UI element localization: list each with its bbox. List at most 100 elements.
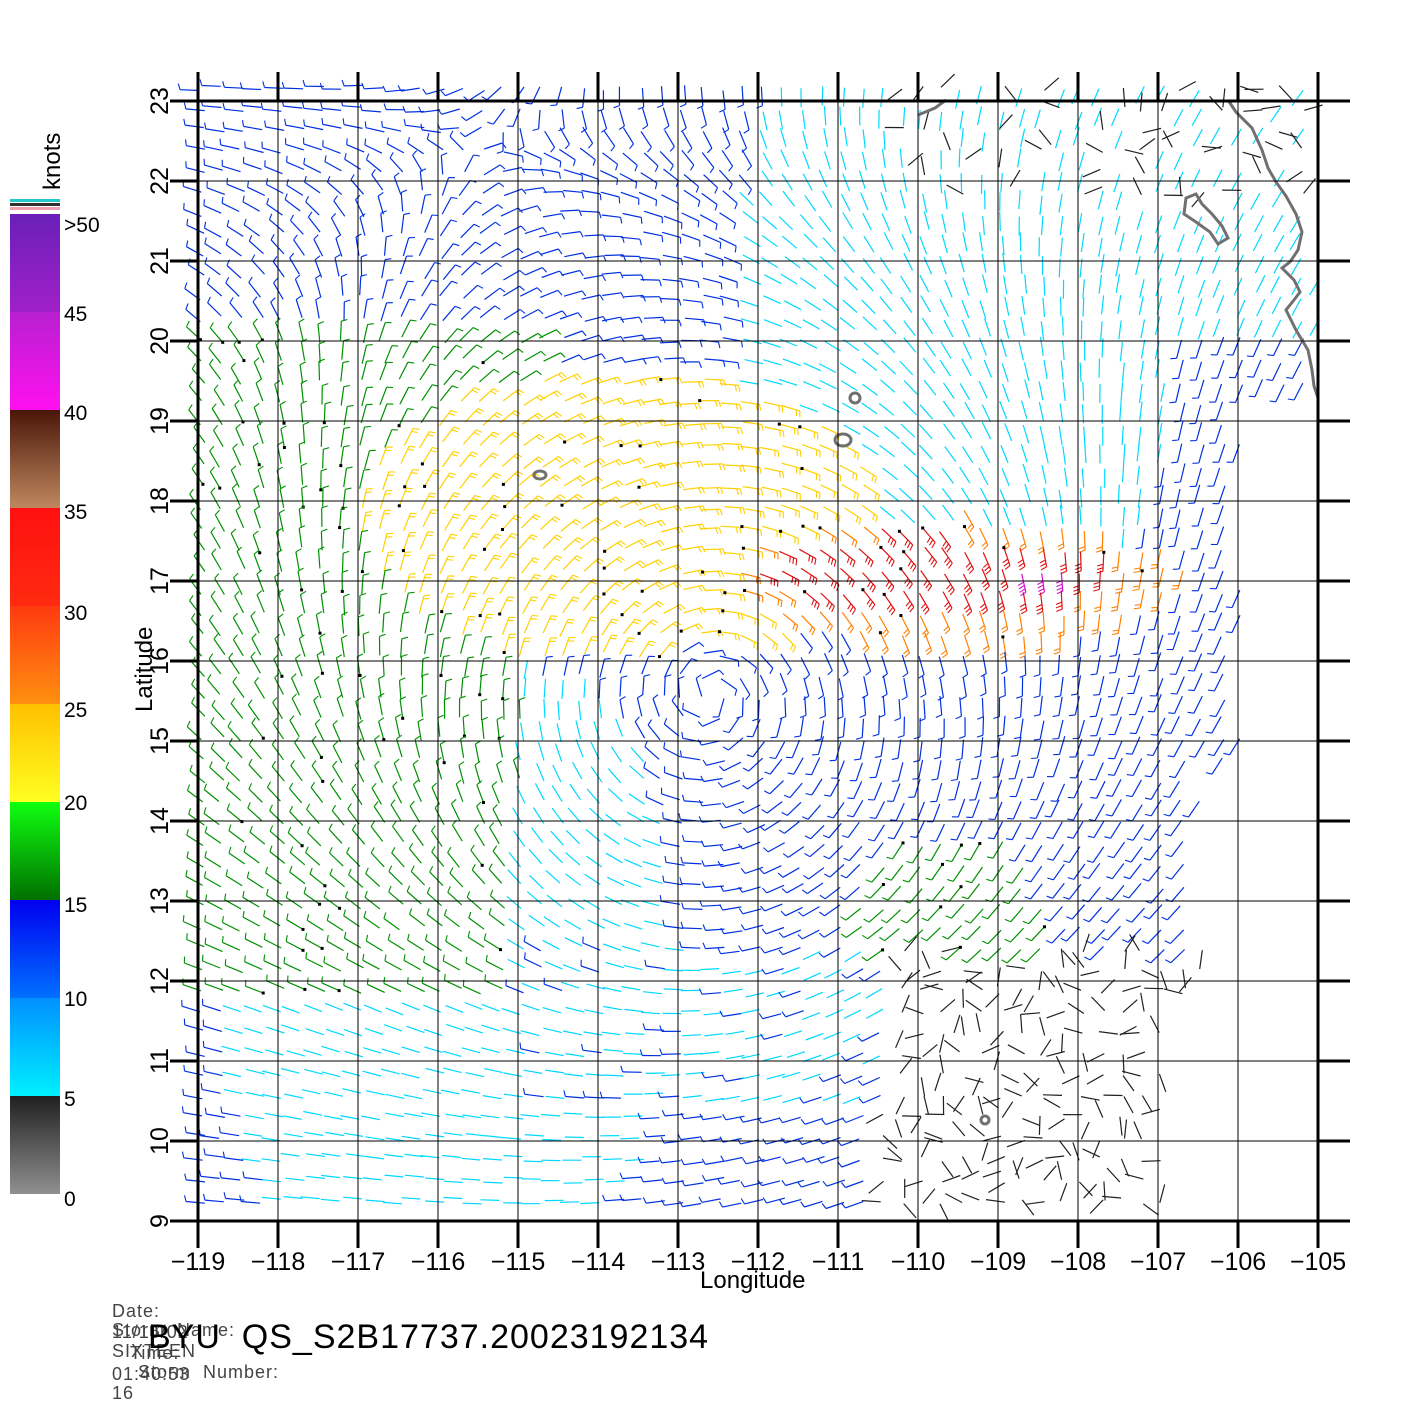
wind-barb — [723, 823, 741, 828]
wind-barb — [888, 886, 901, 900]
wind-barb — [443, 961, 460, 970]
wind-barb — [748, 778, 764, 789]
wind-barb — [919, 445, 932, 459]
wind-barb — [961, 128, 963, 147]
wind-barb — [940, 360, 950, 376]
wind-barb-feather — [620, 557, 625, 561]
wind-barb — [464, 285, 478, 298]
wind-barb-feather — [560, 434, 565, 438]
wind-barb — [342, 615, 344, 634]
wind-barb — [558, 701, 559, 720]
wind-barb-feather — [986, 879, 992, 881]
wind-barb — [187, 835, 203, 845]
wind-barb — [764, 380, 782, 385]
wind-barb-feather — [306, 952, 307, 958]
wind-barb — [604, 358, 622, 363]
wind-barb — [576, 721, 581, 739]
rain-flag-marker — [323, 884, 326, 887]
wind-barb — [802, 1139, 820, 1145]
wind-barb — [582, 518, 598, 529]
wind-barb — [740, 300, 758, 306]
wind-barb — [643, 839, 661, 846]
wind-barb — [444, 1133, 463, 1136]
wind-barb — [525, 616, 533, 633]
wind-barb-feather — [798, 935, 803, 939]
wind-barb-feather — [307, 804, 310, 810]
wind-barb-feather — [782, 813, 788, 816]
wind-barb — [1174, 109, 1183, 126]
wind-barb-feather — [316, 612, 322, 615]
wind-barb-feather — [234, 573, 238, 578]
wind-barb-feather — [253, 319, 257, 324]
wind-barb — [405, 574, 410, 592]
wind-barb-feather — [273, 718, 277, 723]
rain-flag-marker — [963, 525, 966, 528]
wind-barb — [214, 639, 225, 655]
wind-barb — [1197, 422, 1202, 440]
wind-barb — [211, 596, 221, 612]
wind-barb-feather — [493, 558, 499, 560]
wind-barb — [719, 699, 724, 717]
wind-barb — [284, 88, 303, 89]
wind-barb — [541, 517, 555, 530]
wind-barb — [600, 377, 618, 383]
wind-barb-feather — [346, 891, 348, 897]
wind-barb-feather — [577, 374, 581, 379]
wind-barb — [1213, 280, 1220, 298]
wind-barb-feather — [1093, 589, 1099, 591]
wind-barb — [1119, 320, 1121, 339]
wind-barb — [1083, 169, 1101, 177]
wind-barb — [653, 699, 659, 717]
wind-barb — [784, 1031, 802, 1037]
wind-barb-feather — [482, 97, 488, 100]
wind-barb-feather — [805, 854, 810, 857]
wind-barb-feather — [452, 496, 458, 498]
rain-flag-marker — [740, 525, 743, 528]
wind-barb — [327, 941, 344, 950]
wind-barb — [943, 132, 950, 150]
wind-barb-feather — [1133, 586, 1139, 587]
wind-barb-feather — [962, 897, 968, 899]
wind-barb-feather — [327, 935, 328, 941]
wind-barb-feather — [471, 593, 477, 594]
rain-flag-marker — [902, 841, 905, 844]
wind-barb — [276, 532, 280, 550]
wind-barb — [585, 637, 592, 655]
wind-barb — [249, 765, 262, 779]
wind-barb — [540, 391, 557, 400]
wind-barb-feather — [643, 1023, 645, 1029]
wind-barb — [399, 488, 406, 506]
wind-barb-feather — [1066, 917, 1072, 919]
wind-barb-feather — [451, 411, 457, 413]
wind-barb-feather — [533, 129, 539, 131]
wind-barb-feather — [781, 911, 785, 916]
wind-barb-feather — [1106, 898, 1112, 900]
wind-barb-feather — [412, 432, 418, 433]
wind-barb-feather — [538, 310, 543, 314]
wind-barb — [264, 961, 281, 969]
wind-barb — [379, 595, 381, 614]
wind-barb — [805, 992, 823, 999]
wind-barb — [1257, 299, 1265, 316]
wind-barb — [899, 488, 913, 501]
wind-barb — [440, 220, 450, 236]
wind-barb-feather — [408, 977, 409, 983]
wind-barb — [191, 513, 202, 529]
wind-barb-feather — [223, 81, 225, 87]
wind-barb — [866, 1009, 883, 1018]
wind-barb — [1058, 655, 1059, 674]
wind-barb-feather — [303, 102, 304, 108]
wind-barb-feather — [1113, 630, 1119, 631]
wind-barb — [1040, 721, 1044, 740]
wind-barb — [972, 867, 983, 883]
wind-barb — [841, 1139, 859, 1146]
wind-barb — [1210, 96, 1223, 110]
wind-barb — [427, 893, 441, 906]
wind-barb — [507, 939, 523, 949]
wind-barb — [962, 422, 972, 438]
wind-barb — [254, 554, 261, 572]
wind-barb-feather — [496, 263, 501, 267]
wind-barb — [275, 678, 284, 695]
wind-barb — [1103, 552, 1104, 571]
wind-barb-feather — [590, 620, 596, 621]
